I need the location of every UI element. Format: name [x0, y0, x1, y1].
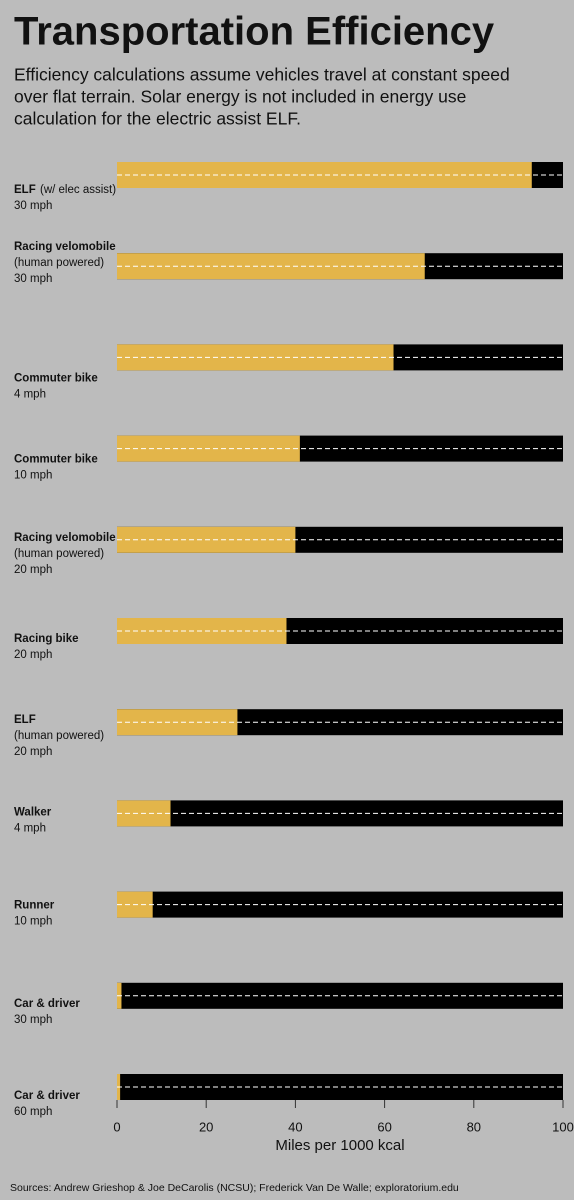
subtitle: calculation for the electric assist ELF.: [14, 109, 301, 129]
category-label: 20 mph: [14, 649, 52, 661]
category-label: 60 mph: [14, 1106, 52, 1118]
category-label: 30 mph: [14, 200, 52, 212]
category-label: 4 mph: [14, 388, 46, 400]
source: Sources: Andrew Grieshop & Joe DeCarolis…: [10, 1182, 459, 1194]
category-label: (human powered): [14, 257, 104, 269]
category-label: (human powered): [14, 548, 104, 560]
category-label: Commuter bike: [14, 372, 98, 384]
x-tick-label: 80: [467, 1119, 481, 1134]
subtitle: over flat terrain. Solar energy is not i…: [14, 87, 466, 107]
category-label: 20 mph: [14, 746, 52, 758]
category-label: Car & driver: [14, 1090, 80, 1102]
category-label: 4 mph: [14, 822, 46, 834]
category-label: Racing bike: [14, 633, 79, 645]
category-label: 20 mph: [14, 564, 52, 576]
x-tick-label: 60: [377, 1119, 391, 1134]
subtitle: Efficiency calculations assume vehicles …: [14, 65, 510, 85]
x-axis-title: Miles per 1000 kcal: [275, 1137, 404, 1154]
category-label: 10 mph: [14, 916, 52, 928]
x-tick-label: 100: [552, 1119, 574, 1134]
category-label: 30 mph: [14, 273, 52, 285]
x-tick-label: 40: [288, 1119, 302, 1134]
category-label: Commuter bike: [14, 454, 98, 466]
x-tick-label: 0: [113, 1119, 120, 1134]
category-label: Car & driver: [14, 998, 80, 1010]
category-label: Walker: [14, 806, 52, 818]
chart-title: Transportation Efficiency: [14, 10, 495, 54]
category-label: 10 mph: [14, 470, 52, 482]
category-label: 30 mph: [14, 1014, 52, 1026]
category-label: (w/ elec assist): [40, 184, 116, 196]
category-label: ELF: [14, 714, 36, 726]
category-label: ELF: [14, 184, 36, 196]
category-label: Racing velomobile: [14, 532, 116, 544]
category-label: Runner: [14, 900, 55, 912]
x-tick-label: 20: [199, 1119, 213, 1134]
category-label: Racing velomobile: [14, 241, 116, 253]
category-label: (human powered): [14, 730, 104, 742]
